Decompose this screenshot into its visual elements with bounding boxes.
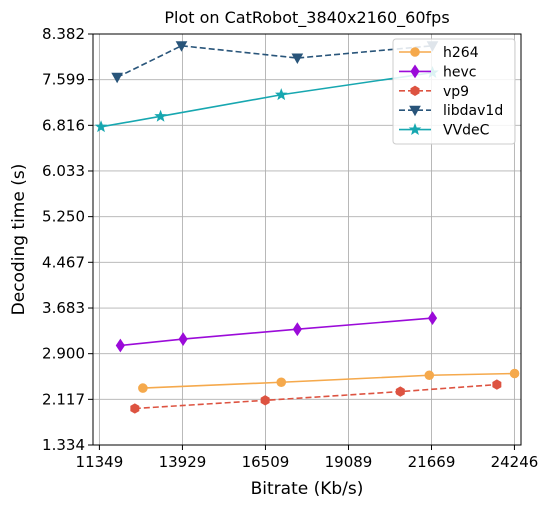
data-point [427, 311, 438, 326]
data-point [111, 72, 123, 84]
data-point [94, 120, 108, 133]
data-point [410, 85, 420, 96]
y-axis: 1.334 2.117 2.900 3.683 4.467 5.250 6.033 6.816… [42, 25, 93, 454]
data-point [260, 395, 270, 406]
y-tick-label: 1.334 [42, 436, 85, 454]
y-axis-label: Decoding time (s) [9, 164, 29, 316]
data-point [291, 53, 304, 65]
y-tick-label: 6.033 [42, 162, 85, 180]
data-point [115, 338, 125, 353]
x-tick-label: 21669 [408, 453, 456, 471]
grid [93, 33, 521, 446]
data-point [175, 41, 188, 52]
data-point [492, 379, 502, 390]
legend: h264 hevc vp9 libdav1d VVdeC [392, 38, 516, 145]
data-point [138, 383, 148, 393]
data-point [292, 322, 302, 337]
legend-item: hevc [399, 64, 476, 80]
y-tick-label: 8.382 [42, 25, 85, 43]
series-layer [94, 41, 520, 414]
legend-item: libdav1d [399, 103, 503, 119]
x-axis-label: Bitrate (Kb/s) [251, 479, 364, 499]
data-point [178, 332, 188, 347]
data-point [154, 109, 167, 122]
y-tick-label: 3.683 [42, 299, 85, 317]
data-point [409, 105, 421, 117]
series-line [120, 317, 433, 347]
data-point [408, 122, 422, 135]
y-tick-label: 2.117 [42, 390, 85, 408]
x-tick-label: 16509 [242, 453, 290, 471]
legend-label: vp9 [443, 84, 469, 100]
series-line [142, 372, 515, 389]
data-point [395, 386, 405, 397]
series-libdav1d [111, 41, 439, 84]
legend-label: libdav1d [443, 103, 503, 119]
data-point [424, 370, 435, 381]
legend-item: VVdeC [399, 123, 490, 139]
series-h264 [138, 368, 520, 393]
legend-label: hevc [443, 64, 476, 80]
x-tick-label: 13929 [159, 453, 207, 471]
x-tick-label: 19089 [325, 453, 373, 471]
data-point [410, 64, 420, 79]
data-point [130, 403, 140, 414]
plot-frame [92, 33, 522, 446]
x-tick-label: 11349 [76, 453, 124, 471]
data-point [274, 88, 288, 101]
data-point [410, 47, 420, 57]
data-point [509, 368, 520, 379]
legend-box [392, 38, 516, 145]
series-line [134, 383, 497, 410]
legend-item: vp9 [399, 84, 469, 100]
series-line [116, 44, 433, 78]
legend-item: h264 [399, 45, 479, 61]
series-line [100, 71, 433, 128]
data-point [276, 377, 287, 388]
legend-label: h264 [443, 45, 479, 61]
y-tick-label: 6.816 [42, 116, 85, 134]
legend-label: VVdeC [443, 123, 490, 139]
y-tick-label: 5.250 [42, 208, 85, 226]
y-tick-label: 7.599 [42, 71, 85, 89]
chart-title: Plot on CatRobot_3840x2160_60fps [164, 8, 449, 28]
series-hevc [115, 311, 438, 353]
x-axis: 11349 13929 16509 19089 21669 24246 [76, 445, 539, 471]
y-tick-label: 4.467 [42, 253, 85, 271]
series-vp9 [130, 379, 502, 414]
x-tick-label: 24246 [491, 453, 539, 471]
y-tick-label: 2.900 [42, 345, 85, 363]
